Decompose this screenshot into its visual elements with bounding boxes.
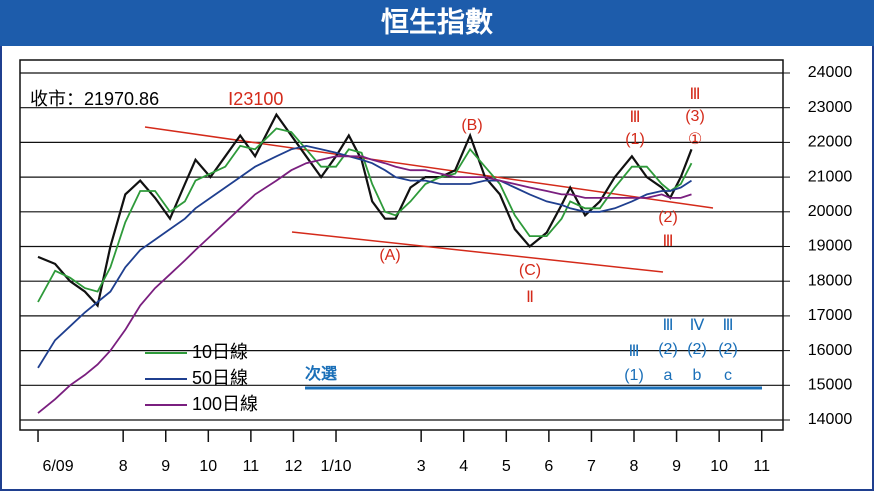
x-tick-label: 8 bbox=[630, 458, 639, 475]
annotation: Ⅲ bbox=[629, 109, 640, 126]
annotation: (B) bbox=[461, 117, 482, 134]
x-tick-label: 10 bbox=[199, 458, 217, 475]
y-tick-label: 22000 bbox=[808, 134, 853, 151]
y-tick-label: 15000 bbox=[808, 377, 853, 394]
header-bar bbox=[0, 0, 874, 46]
annotation: Ⅲ bbox=[628, 343, 639, 360]
legend-label: 50日線 bbox=[192, 368, 248, 388]
x-tick-label: 1/10 bbox=[320, 458, 351, 475]
annotation: Ⅰ23100 bbox=[228, 89, 283, 109]
y-tick-label: 19000 bbox=[808, 238, 853, 255]
annotation: 收市：21970.86 bbox=[30, 89, 159, 109]
chart-title: 恒生指數 bbox=[381, 6, 493, 37]
trend-line bbox=[291, 231, 664, 273]
x-tick-label: 11 bbox=[243, 458, 260, 475]
annotation: 次選 bbox=[305, 364, 337, 383]
x-tick-label: 8 bbox=[119, 458, 128, 475]
annotation: (A) bbox=[379, 247, 400, 264]
x-tick-label: 7 bbox=[587, 458, 596, 475]
legend: 10日線 50日線 100日線 bbox=[145, 342, 258, 414]
x-tick-label: 12 bbox=[285, 458, 303, 475]
trend-line bbox=[144, 126, 714, 209]
series-line bbox=[37, 155, 692, 414]
series-line bbox=[37, 127, 693, 303]
annotation: (2) bbox=[718, 341, 738, 358]
annotation: Ⅲ bbox=[662, 233, 673, 250]
x-tick-label: 6 bbox=[544, 458, 553, 475]
y-tick-label: 18000 bbox=[808, 272, 853, 289]
legend-label: 100日線 bbox=[192, 394, 258, 414]
annotation: Ⅲ bbox=[722, 317, 733, 334]
annotation: (3) bbox=[685, 108, 705, 125]
y-tick-label: 17000 bbox=[808, 307, 853, 324]
annotation: b bbox=[693, 367, 702, 384]
x-tick-label: 3 bbox=[417, 458, 426, 475]
y-tick-label: 20000 bbox=[808, 203, 853, 220]
annotation: Ⅱ bbox=[526, 289, 534, 306]
annotation: Ⅳ bbox=[690, 317, 705, 334]
x-tick-label: 5 bbox=[502, 458, 511, 475]
annotation: (2) bbox=[658, 209, 678, 226]
series-line bbox=[37, 112, 693, 308]
series-line bbox=[37, 144, 692, 369]
grid: 14000 15000 16000 17000 18000 19000 20000 21000… bbox=[20, 64, 852, 475]
x-tick-label: 11 bbox=[753, 458, 770, 475]
y-tick-label: 21000 bbox=[808, 168, 853, 185]
lines bbox=[37, 112, 693, 414]
annotation: (C) bbox=[519, 262, 541, 279]
x-tick-label: 4 bbox=[459, 458, 468, 475]
annotation: a bbox=[664, 367, 673, 384]
x-tick-label: 6/09 bbox=[42, 458, 73, 475]
annotation: c bbox=[724, 367, 732, 384]
annotation: (2) bbox=[687, 341, 707, 358]
y-tick-label: 16000 bbox=[808, 342, 853, 359]
annotation: Ⅲ bbox=[662, 317, 673, 334]
x-tick-label: 10 bbox=[710, 458, 728, 475]
y-tick-label: 23000 bbox=[808, 99, 853, 116]
legend-label: 10日線 bbox=[192, 342, 248, 362]
x-tick-label: 9 bbox=[672, 458, 681, 475]
annotation: (1) bbox=[625, 131, 645, 148]
y-tick-label: 24000 bbox=[808, 64, 853, 81]
annotation: (1) bbox=[624, 367, 644, 384]
annotation: Ⅲ bbox=[689, 86, 700, 103]
x-tick-label: 9 bbox=[161, 458, 170, 475]
annotation: (2) bbox=[658, 341, 678, 358]
annotation: ① bbox=[688, 131, 702, 148]
y-tick-label: 14000 bbox=[808, 411, 853, 428]
